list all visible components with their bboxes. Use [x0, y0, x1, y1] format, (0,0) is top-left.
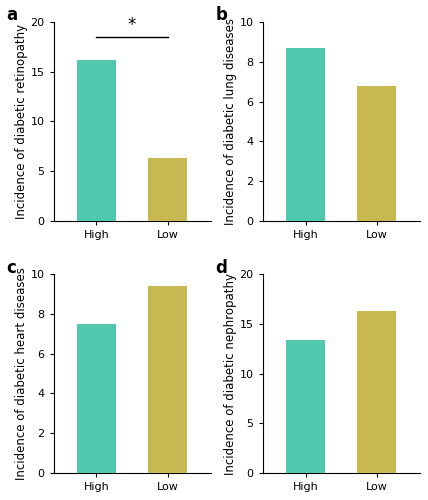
Y-axis label: Incidence of diabetic heart diseases: Incidence of diabetic heart diseases: [15, 267, 28, 480]
Bar: [77, 324, 116, 472]
Text: a: a: [6, 6, 18, 25]
Bar: [286, 48, 325, 220]
Bar: [77, 60, 116, 220]
Y-axis label: Incidence of diabetic nephropathy: Incidence of diabetic nephropathy: [224, 272, 237, 474]
Text: b: b: [216, 6, 228, 25]
Bar: [148, 286, 187, 472]
Y-axis label: Incidence of diabetic retinopathy: Incidence of diabetic retinopathy: [15, 24, 28, 219]
Text: d: d: [216, 258, 228, 276]
Y-axis label: Incidence of diabetic lung diseases: Incidence of diabetic lung diseases: [224, 18, 237, 225]
Bar: [357, 86, 396, 220]
Text: c: c: [6, 258, 16, 276]
Bar: [148, 158, 187, 220]
Bar: [357, 311, 396, 472]
Text: *: *: [128, 16, 136, 34]
Bar: [286, 340, 325, 472]
